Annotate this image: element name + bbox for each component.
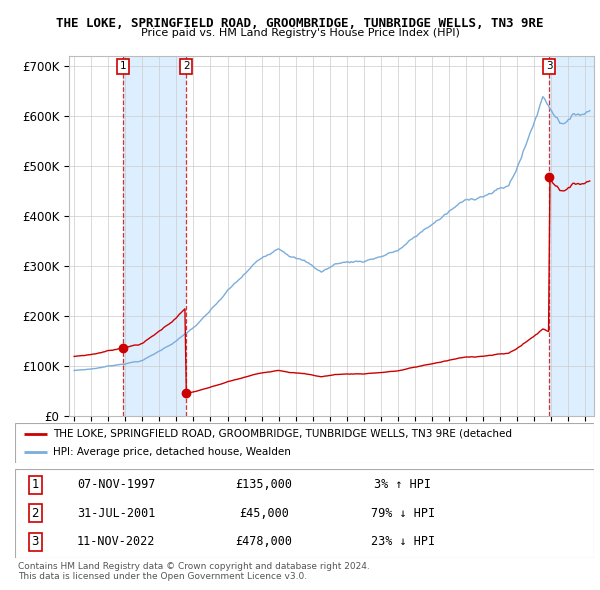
Text: 3: 3	[32, 535, 39, 548]
Text: £135,000: £135,000	[235, 478, 292, 491]
Text: 1: 1	[32, 478, 39, 491]
Text: £45,000: £45,000	[239, 507, 289, 520]
Text: 79% ↓ HPI: 79% ↓ HPI	[371, 507, 435, 520]
Text: Contains HM Land Registry data © Crown copyright and database right 2024.
This d: Contains HM Land Registry data © Crown c…	[18, 562, 370, 581]
Text: 3% ↑ HPI: 3% ↑ HPI	[374, 478, 431, 491]
Text: THE LOKE, SPRINGFIELD ROAD, GROOMBRIDGE, TUNBRIDGE WELLS, TN3 9RE: THE LOKE, SPRINGFIELD ROAD, GROOMBRIDGE,…	[56, 17, 544, 30]
Text: 1: 1	[119, 61, 126, 71]
Bar	[122, 56, 186, 416]
Text: 3: 3	[545, 61, 553, 71]
Text: £478,000: £478,000	[235, 535, 292, 548]
Text: THE LOKE, SPRINGFIELD ROAD, GROOMBRIDGE, TUNBRIDGE WELLS, TN3 9RE (detached: THE LOKE, SPRINGFIELD ROAD, GROOMBRIDGE,…	[53, 429, 512, 439]
Text: 2: 2	[183, 61, 190, 71]
Text: HPI: Average price, detached house, Wealden: HPI: Average price, detached house, Weal…	[53, 447, 290, 457]
Text: 31-JUL-2001: 31-JUL-2001	[77, 507, 155, 520]
Text: 11-NOV-2022: 11-NOV-2022	[77, 535, 155, 548]
Text: 07-NOV-1997: 07-NOV-1997	[77, 478, 155, 491]
Bar	[549, 56, 594, 416]
Text: 2: 2	[32, 507, 39, 520]
Text: 23% ↓ HPI: 23% ↓ HPI	[371, 535, 435, 548]
Text: Price paid vs. HM Land Registry's House Price Index (HPI): Price paid vs. HM Land Registry's House …	[140, 28, 460, 38]
